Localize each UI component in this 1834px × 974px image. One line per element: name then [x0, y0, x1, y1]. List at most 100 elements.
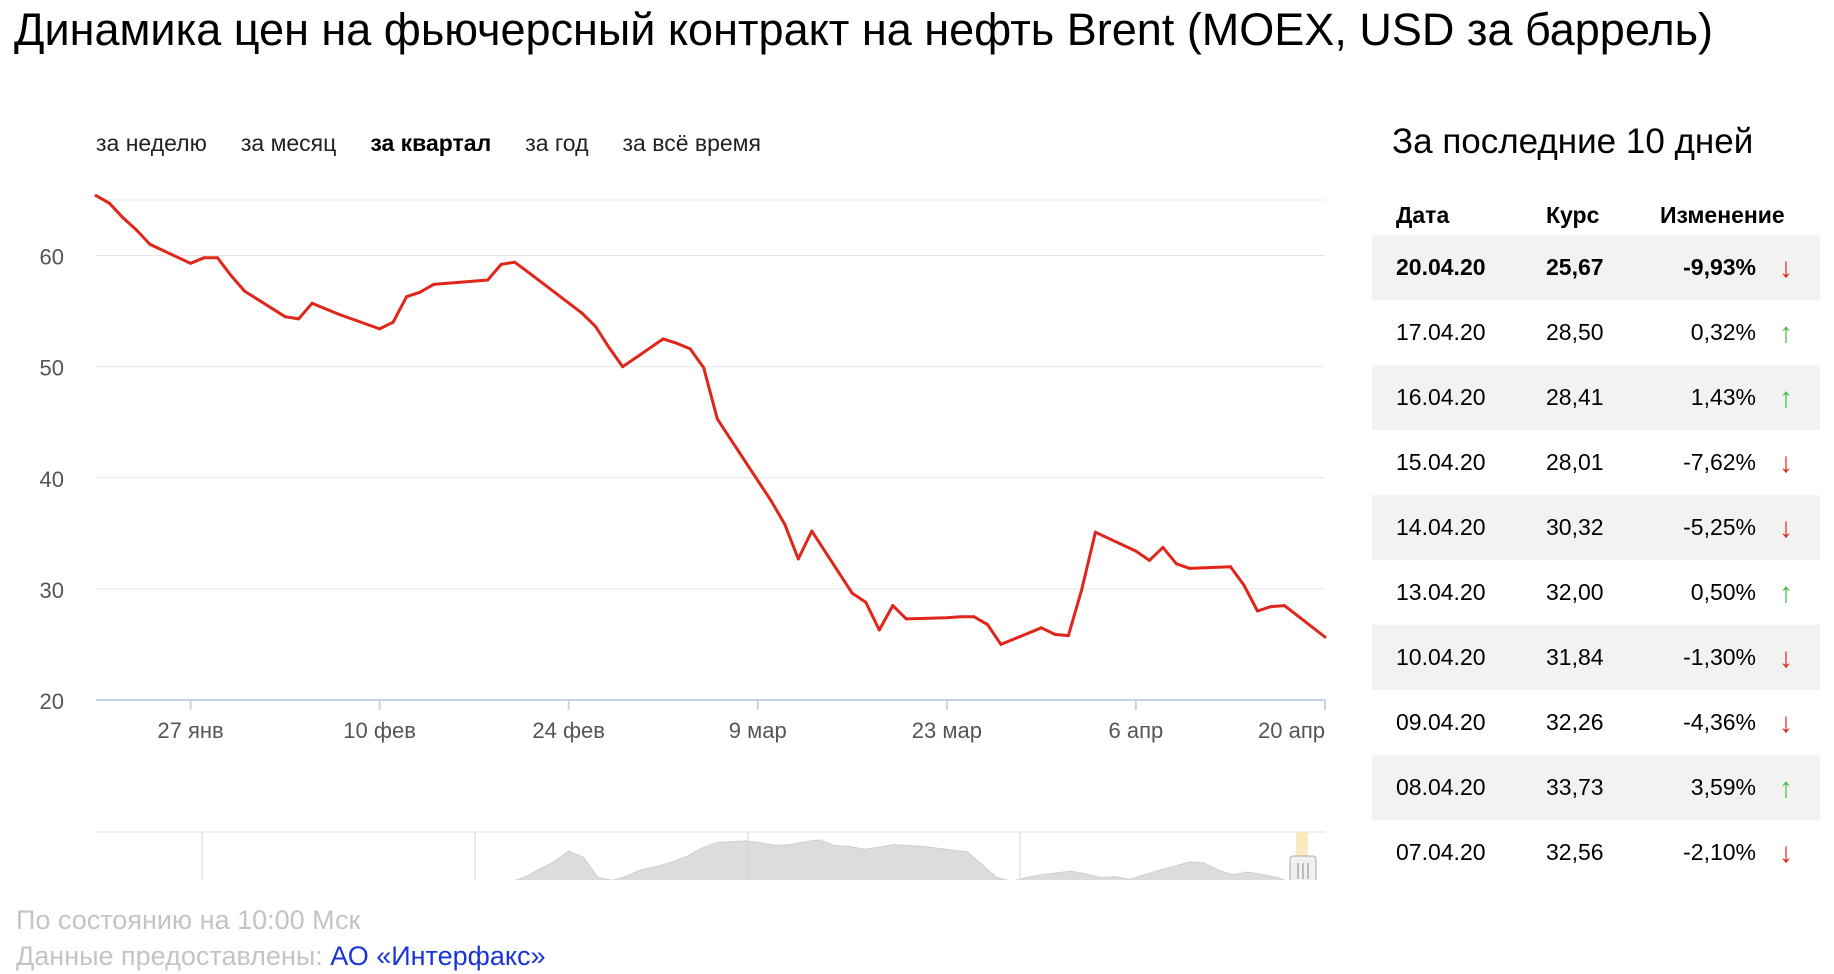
price-line — [95, 194, 1326, 646]
row-change: -2,10% — [1683, 839, 1756, 865]
data-point — [1256, 609, 1259, 613]
data-point — [324, 307, 328, 311]
data-point — [378, 327, 382, 331]
source-prefix: Данные предоставлены: — [16, 941, 323, 971]
y-tick-label: 30 — [40, 578, 64, 603]
last-10-days-title: За последние 10 дней — [1392, 122, 1754, 161]
arrow-down-icon: ↓ — [1779, 706, 1793, 738]
row-rate: 32,26 — [1546, 709, 1604, 735]
table-header: Дата Курс Изменение — [1372, 195, 1820, 235]
tab-month[interactable]: за месяц — [240, 130, 337, 156]
data-point — [513, 260, 517, 264]
data-point — [769, 499, 773, 503]
table-row: 13.04.20 32,00 0,50% ↑ — [1372, 560, 1820, 625]
tab-year[interactable]: за год — [525, 130, 589, 156]
data-point — [783, 522, 787, 526]
data-point — [108, 201, 111, 205]
data-point — [1066, 634, 1070, 638]
status-text: По состоянию на 10:00 Мск — [16, 905, 361, 935]
header-rate: Курс — [1546, 201, 1600, 228]
data-point — [121, 216, 125, 220]
data-point — [702, 366, 706, 370]
data-point — [796, 557, 800, 561]
data-point — [1053, 632, 1057, 636]
row-rate: 33,73 — [1546, 774, 1604, 800]
table-row: 17.04.20 28,50 0,32% ↑ — [1372, 300, 1820, 365]
data-point — [1242, 583, 1246, 587]
row-rate: 30,32 — [1546, 514, 1604, 540]
data-point — [891, 604, 895, 608]
row-change: 0,32% — [1690, 319, 1756, 345]
data-point — [432, 282, 436, 286]
source-link[interactable]: АО «Интерфакс» — [330, 941, 546, 971]
data-point — [1039, 626, 1043, 630]
data-point — [621, 365, 625, 369]
arrow-up-icon: ↑ — [1779, 771, 1793, 803]
header-change: Изменение — [1660, 201, 1785, 228]
data-point — [594, 325, 598, 329]
data-point — [310, 301, 314, 305]
tab-quarter[interactable]: за квартал — [370, 130, 492, 156]
arrow-down-icon: ↓ — [1779, 641, 1793, 673]
y-tick-label: 40 — [40, 467, 64, 492]
arrow-down-icon: ↓ — [1779, 511, 1793, 543]
data-point — [877, 628, 881, 632]
row-change: -5,25% — [1683, 514, 1756, 540]
table-row: 16.04.20 28,41 1,43% ↑ — [1372, 365, 1820, 430]
data-point — [661, 337, 665, 341]
navigator-area — [514, 839, 1286, 880]
data-point — [1269, 605, 1273, 609]
data-point — [472, 279, 476, 283]
data-point — [229, 274, 233, 278]
data-point — [864, 600, 868, 604]
price-line-group — [94, 194, 1327, 646]
data-point — [850, 591, 854, 595]
row-rate: 28,50 — [1546, 319, 1604, 345]
data-point — [904, 617, 908, 621]
row-rate: 25,67 — [1546, 254, 1604, 280]
row-change: 0,50% — [1690, 579, 1756, 605]
navigator[interactable]: 2000 2005 2010 2015 — [96, 831, 1325, 880]
row-date: 09.04.20 — [1396, 709, 1486, 735]
tab-all-time[interactable]: за всё время — [622, 130, 761, 156]
data-point — [675, 341, 679, 345]
data-point — [189, 261, 192, 265]
data-point — [337, 312, 341, 316]
data-point — [1093, 530, 1097, 534]
data-point — [1283, 604, 1286, 608]
tab-week[interactable]: за неделю — [96, 130, 207, 156]
row-rate: 32,00 — [1546, 579, 1604, 605]
data-point — [688, 347, 692, 351]
page-title: Динамика цен на фьючерсный контракт на н… — [14, 4, 1714, 55]
x-tick-label: 24 фев — [532, 718, 605, 743]
row-date: 10.04.20 — [1396, 644, 1486, 670]
last-10-days-table: Дата Курс Изменение 20.04.20 25,67 -9,93% ↓… — [1372, 195, 1820, 885]
row-change: 3,59% — [1690, 774, 1756, 800]
navigator-year-label: 2010 — [755, 879, 804, 880]
data-point — [999, 642, 1003, 646]
data-point — [148, 242, 152, 246]
row-rate: 28,01 — [1546, 449, 1604, 475]
row-date: 16.04.20 — [1396, 384, 1486, 410]
data-point — [945, 616, 949, 620]
row-date: 15.04.20 — [1396, 449, 1486, 475]
table-row: 20.04.20 25,67 -9,93% ↓ — [1372, 235, 1820, 300]
table-row: 09.04.20 32,26 -4,36% ↓ — [1372, 690, 1820, 755]
data-point — [526, 270, 530, 274]
table-row: 07.04.20 32,56 -2,10% ↓ — [1372, 820, 1820, 885]
x-tick-label: 20 апр — [1258, 718, 1325, 743]
navigator-year-label: 2000 — [209, 879, 258, 880]
arrow-up-icon: ↑ — [1779, 381, 1793, 413]
navigator-year-label: 2005 — [482, 879, 531, 880]
data-point — [1174, 562, 1178, 566]
row-change: -7,62% — [1683, 449, 1756, 475]
data-point — [243, 289, 247, 293]
row-date: 08.04.20 — [1396, 774, 1486, 800]
table-body: 20.04.20 25,67 -9,93% ↓ 17.04.20 28,50 0,32% ↑ 1… — [1372, 235, 1820, 885]
header-date: Дата — [1396, 201, 1450, 228]
data-point — [1229, 565, 1232, 569]
data-point — [958, 615, 962, 619]
arrow-down-icon: ↓ — [1779, 251, 1793, 283]
x-tick-label: 9 мар — [729, 718, 787, 743]
period-tabs: за неделю за месяц за квартал за год за … — [96, 130, 761, 157]
